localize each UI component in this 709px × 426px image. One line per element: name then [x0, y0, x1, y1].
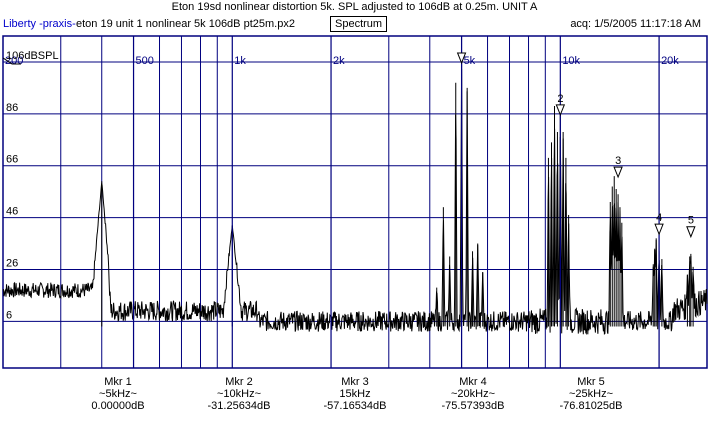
x-tick-label: 10k: [562, 55, 580, 67]
x-tick-label: 500: [136, 55, 154, 67]
marker-readout-4: Mkr 4 ~20kHz~ -75.57393dB: [418, 376, 528, 412]
info-bar: Liberty -praxis- eton 19 unit 1 nonlinea…: [0, 16, 709, 32]
marker-readout-value: -76.81025dB: [559, 400, 623, 412]
y-tick-label: 106dBSPL: [6, 50, 59, 62]
marker-readout-3: Mkr 3 15kHz -57.16534dB: [300, 376, 410, 412]
marker-readout-freq: ~10kHz~: [216, 388, 262, 400]
marker-readout-name: Mkr 2: [225, 376, 253, 388]
marker-readout-value: -57.16534dB: [323, 400, 387, 412]
x-tick-label: 5k: [464, 55, 476, 67]
marker-readout-name: Mkr 3: [341, 376, 369, 388]
marker-readout-name: Mkr 1: [104, 376, 132, 388]
marker-readout-value: 0.00000dB: [91, 400, 145, 412]
marker-readout-name: Mkr 5: [577, 376, 605, 388]
marker-triangle-icon: [555, 104, 566, 117]
marker-readout-1: Mkr 1 ~5kHz~ 0.00000dB: [63, 376, 173, 412]
y-tick-label: 86: [6, 102, 18, 114]
marker-triangle-icon: [613, 166, 623, 179]
marker-triangle-icon: [654, 223, 664, 236]
reference-level-icon: [2, 57, 21, 65]
spectrum-trace: [2, 69, 708, 336]
marker-readout-name: Mkr 4: [459, 376, 487, 388]
marker-label: 4: [656, 212, 662, 224]
plot-frame: [2, 35, 708, 369]
x-tick-label: 1k: [234, 55, 246, 67]
marker-readout-freq: 15kHz: [339, 388, 371, 400]
marker-label: 3: [615, 155, 621, 167]
x-tick-label: 20k: [661, 55, 679, 67]
marker-readout-5: Mkr 5 ~25kHz~ -76.81025dB: [536, 376, 646, 412]
marker-label: 2: [557, 93, 563, 105]
y-tick-label: 66: [6, 154, 18, 166]
file-name: eton 19 unit 1 nonlinear 5k 106dB pt25m.…: [76, 18, 295, 30]
chart-title: Eton 19sd nonlinear distortion 5k. SPL a…: [171, 1, 538, 13]
brand-label: Liberty -praxis-: [3, 18, 76, 30]
acquisition-timestamp: acq: 1/5/2005 11:17:18 AM: [570, 18, 701, 30]
marker-readout-value: -75.57393dB: [441, 400, 505, 412]
x-tick-label: 2k: [333, 55, 345, 67]
marker-readout-value: -31.25634dB: [207, 400, 271, 412]
marker-readout-freq: ~20kHz~: [450, 388, 496, 400]
marker-readout-freq: ~5kHz~: [99, 388, 137, 400]
marker-readout-freq: ~25kHz~: [568, 388, 614, 400]
spectrum-view-button[interactable]: Spectrum: [330, 16, 388, 32]
marker-triangle-icon: [456, 52, 467, 65]
y-tick-label: 46: [6, 206, 18, 218]
y-tick-label: 6: [6, 309, 12, 321]
marker-label: 5: [688, 215, 694, 227]
marker-readout-2: Mkr 2 ~10kHz~ -31.25634dB: [184, 376, 294, 412]
y-tick-label: 26: [6, 257, 18, 269]
marker-triangle-icon: [686, 226, 696, 239]
